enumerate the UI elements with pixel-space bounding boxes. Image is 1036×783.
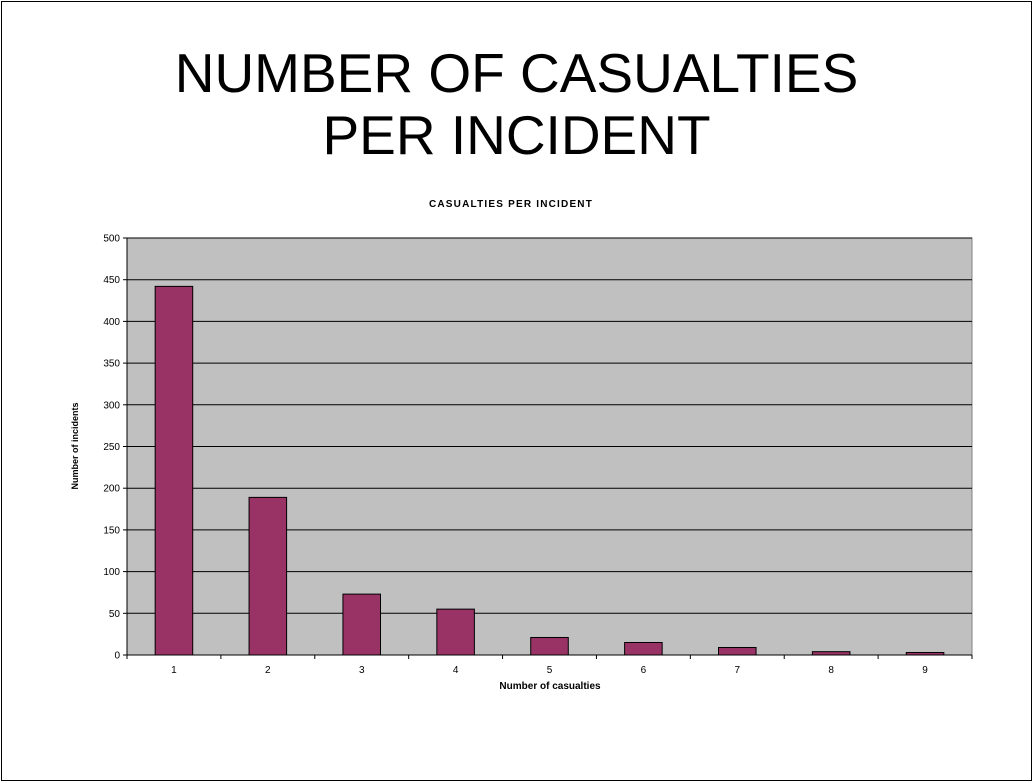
y-axis-label: Number of incidents [70,402,80,489]
y-tick-label: 100 [103,567,120,578]
bar-6 [624,641,663,656]
bar-4 [436,608,475,656]
x-tick-label: 2 [265,665,271,676]
y-axis: 0 50 100 150 200 250 300 350 400 450 500 [103,234,128,662]
bar-7 [718,646,757,656]
y-tick-label: 250 [103,442,120,453]
x-tick-label: 8 [828,665,834,676]
y-tick-label: 50 [109,609,121,620]
bar-3 [342,593,382,656]
bars [154,285,945,656]
y-tick-label: 200 [103,484,120,495]
y-tick-label: 450 [103,275,120,286]
x-axis-label: Number of casualties [499,681,601,692]
x-tick-label: 3 [359,665,365,676]
x-axis: 1 2 3 4 5 6 7 8 9 [126,654,973,676]
x-tick-label: 1 [171,665,177,676]
slide-title: NUMBER OF CASUALTIES PER INCIDENT [174,42,859,166]
bar-8 [811,651,851,656]
y-tick-label: 150 [103,525,120,536]
chart-title: CASUALTIES PER INCIDENT [429,199,593,210]
bar-1 [154,285,194,656]
x-tick-label: 7 [734,665,740,676]
x-tick-label: 4 [453,665,459,676]
bar-5 [530,636,569,656]
x-tick-label: 6 [641,665,647,676]
y-tick-label: 300 [103,400,120,411]
y-tick-label: 500 [103,234,120,245]
y-tick-label: 350 [103,359,120,370]
y-tick-label: 400 [103,317,120,328]
y-tick-label: 0 [114,651,120,662]
bar-2 [248,496,288,656]
x-tick-label: 5 [547,665,553,676]
x-tick-label: 9 [922,665,928,676]
